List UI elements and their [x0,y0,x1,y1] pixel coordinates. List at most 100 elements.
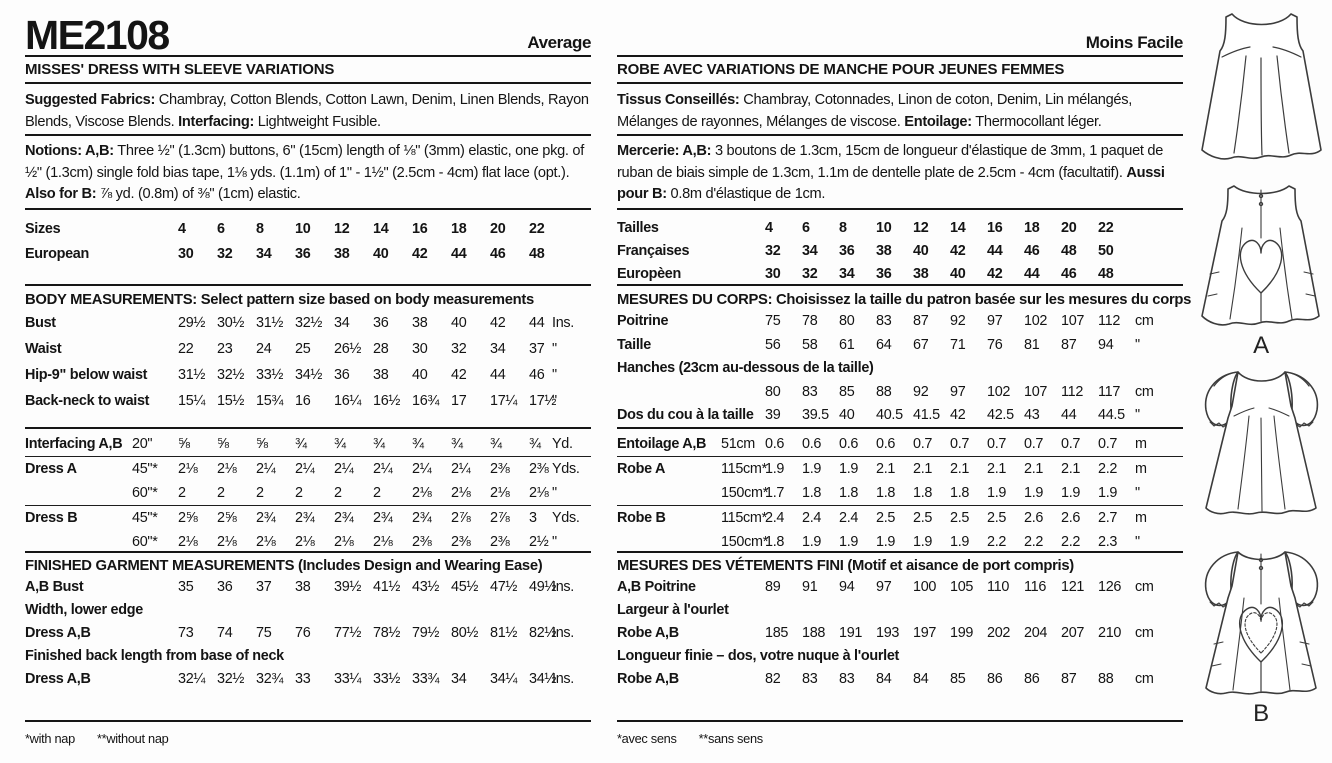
cell-value: 71 [950,336,966,353]
row-label: Back-neck to waist [25,393,150,409]
cell-value: 33½ [256,367,284,383]
notions-label: Notions: A,B: [25,143,114,159]
body-measurements-section-english: BODY MEASUREMENTS: Select pattern size b… [25,284,591,427]
row-label: Dress A,B [25,671,91,687]
sans-sens-note: **sans sens [698,731,764,746]
cell-value: 2⅜ [490,534,510,550]
table-row: Françaises 32 34 36 38 40 42 44 46 48 50 [617,240,1183,263]
table-row: 150cm* 1.7 1.8 1.8 1.8 1.8 1.8 1.9 1.9 1.9 1.9 " [617,481,1183,505]
cell-value: 83 [802,383,818,400]
cell-value: 16 [987,220,1003,236]
fabric-width: 115cm* [721,461,767,477]
cell-value: 42 [987,266,1003,282]
cell-value: 2 [178,485,186,501]
cell-value: 39 [765,407,781,423]
cell-value: 16½ [373,393,401,409]
cell-value: 1.9 [950,534,970,550]
cell-value: 126 [1098,579,1122,595]
cell-value: 31½ [256,315,284,331]
mesures-vetements-fini-title: MESURES DES VÉTEMENTS FINI (Motif et ais… [617,558,1074,574]
cell-value: 2¼ [412,461,432,477]
row-label: Robe B [617,510,666,526]
cell-value: 34¼ [490,671,518,687]
row-label: Dress A,B [25,625,91,641]
cell-value: 48 [1061,243,1077,259]
cell-value: ⅝ [217,436,229,452]
row-label: Taille [617,336,651,353]
cell-value: 2¼ [256,461,276,477]
cell-value: 45½ [451,579,479,595]
cell-value: 40 [839,407,855,423]
table-row: Taille 56 58 61 64 67 71 76 81 87 94 " [617,334,1183,358]
interfacing-text: Lightweight Fusible. [254,113,381,130]
cell-value: 75 [256,625,272,641]
cell-value: 2⅝ [217,510,237,526]
cell-value: 79½ [412,625,440,641]
cell-value: 107 [1024,383,1048,400]
table-row: Robe A,B 82 83 83 84 84 85 86 86 87 88 cm [617,668,1183,691]
cell-value: 32½ [217,367,245,383]
cell-value: 39.5 [802,407,829,423]
cell-value: 80½ [451,625,479,641]
cell-value: 8 [256,221,264,237]
cell-value: 2⅛ [334,534,354,550]
cell-value: ¾ [490,436,502,452]
cell-value: 32½ [295,315,323,331]
cell-value: 86 [987,671,1003,687]
cell-value: 83 [802,671,818,687]
cell-value: 18 [451,221,467,237]
cell-value: ¾ [373,436,385,452]
table-row: 60"* 2⅛ 2⅛ 2⅛ 2⅛ 2⅛ 2⅛ 2⅜ 2⅜ 2⅜ 2½ " [25,530,591,554]
cell-value: 38 [373,367,389,383]
also-for-b-label: Also for B: [25,186,97,202]
cell-value: 2.1 [987,461,1007,477]
cell-value: 2.5 [950,510,970,526]
cell-value: 4 [765,220,773,236]
cell-value: 61 [839,336,855,353]
cell-value: 1.8 [876,485,896,501]
cell-value: 2⅛ [490,485,510,501]
cell-value: 85 [950,671,966,687]
cell-value: 112 [1061,383,1084,400]
cell-value: 2.4 [802,510,822,526]
cell-value: 2⅝ [178,510,198,526]
cell-value: 2.2 [1061,534,1081,550]
cell-value: 1.7 [765,485,785,501]
cell-value: 2.6 [1061,510,1081,526]
cell-value: 39½ [334,579,362,595]
cell-value: 2⅛ [178,461,198,477]
cell-value: 76 [987,336,1003,353]
table-row: Finished back length from base of neck [25,645,591,668]
cell-value: 188 [802,625,826,641]
cell-value: 15¾ [256,393,284,409]
unit: " [1135,534,1140,550]
cell-value: 97 [876,579,892,595]
row-label: Width, lower edge [25,602,143,618]
cell-value: 49½ [529,579,557,595]
cell-value: 36 [295,246,311,262]
mercerie-text: 3 boutons de 1.3cm, 15cm de longueur d'é… [617,143,1164,181]
cell-value: 46 [490,246,506,262]
cell-value: 40 [412,367,428,383]
table-row: Entoilage A,B 51cm 0.6 0.6 0.6 0.6 0.7 0.7 0.7 0.… [617,432,1183,456]
cell-value: 77½ [334,625,362,641]
cell-value: 48 [529,246,545,262]
cell-value: 73 [178,625,194,641]
difficulty-rating-english: Average [527,33,591,52]
cell-value: 42.5 [987,407,1014,423]
cell-value: 15½ [217,393,245,409]
cell-value: 26½ [334,341,362,357]
cell-value: 110 [987,579,1010,595]
cell-value: 2⅜ [412,534,432,550]
cell-value: 50 [1098,243,1114,259]
cell-value: 0.7 [1098,436,1118,452]
cell-value: 8 [839,220,847,236]
cell-value: 34 [256,246,272,262]
cell-value: 16 [295,393,311,409]
row-label: Hip-9" below waist [25,367,148,383]
unit: " [1135,336,1140,353]
cell-value: 2.1 [876,461,896,477]
cell-value: 14 [373,221,389,237]
cell-value: 81½ [490,625,518,641]
cell-value: 42 [412,246,428,262]
